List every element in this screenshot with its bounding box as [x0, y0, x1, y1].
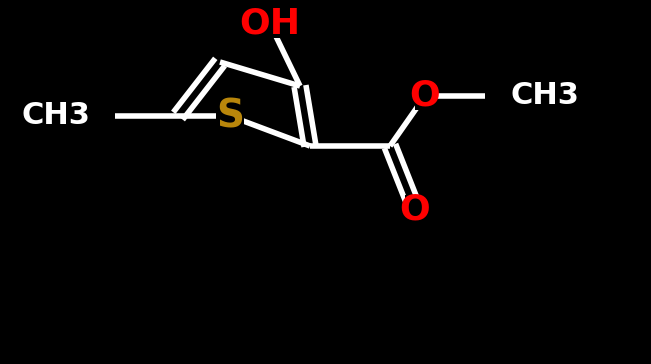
- FancyBboxPatch shape: [415, 82, 435, 110]
- FancyBboxPatch shape: [216, 102, 244, 130]
- Text: S: S: [216, 97, 244, 135]
- FancyBboxPatch shape: [405, 195, 425, 223]
- Text: OH: OH: [240, 7, 301, 41]
- Text: O: O: [400, 192, 430, 226]
- Text: O: O: [409, 79, 440, 113]
- FancyBboxPatch shape: [65, 102, 115, 130]
- FancyBboxPatch shape: [485, 82, 535, 110]
- Text: CH3: CH3: [21, 102, 90, 131]
- FancyBboxPatch shape: [252, 10, 288, 38]
- Text: CH3: CH3: [510, 82, 579, 111]
